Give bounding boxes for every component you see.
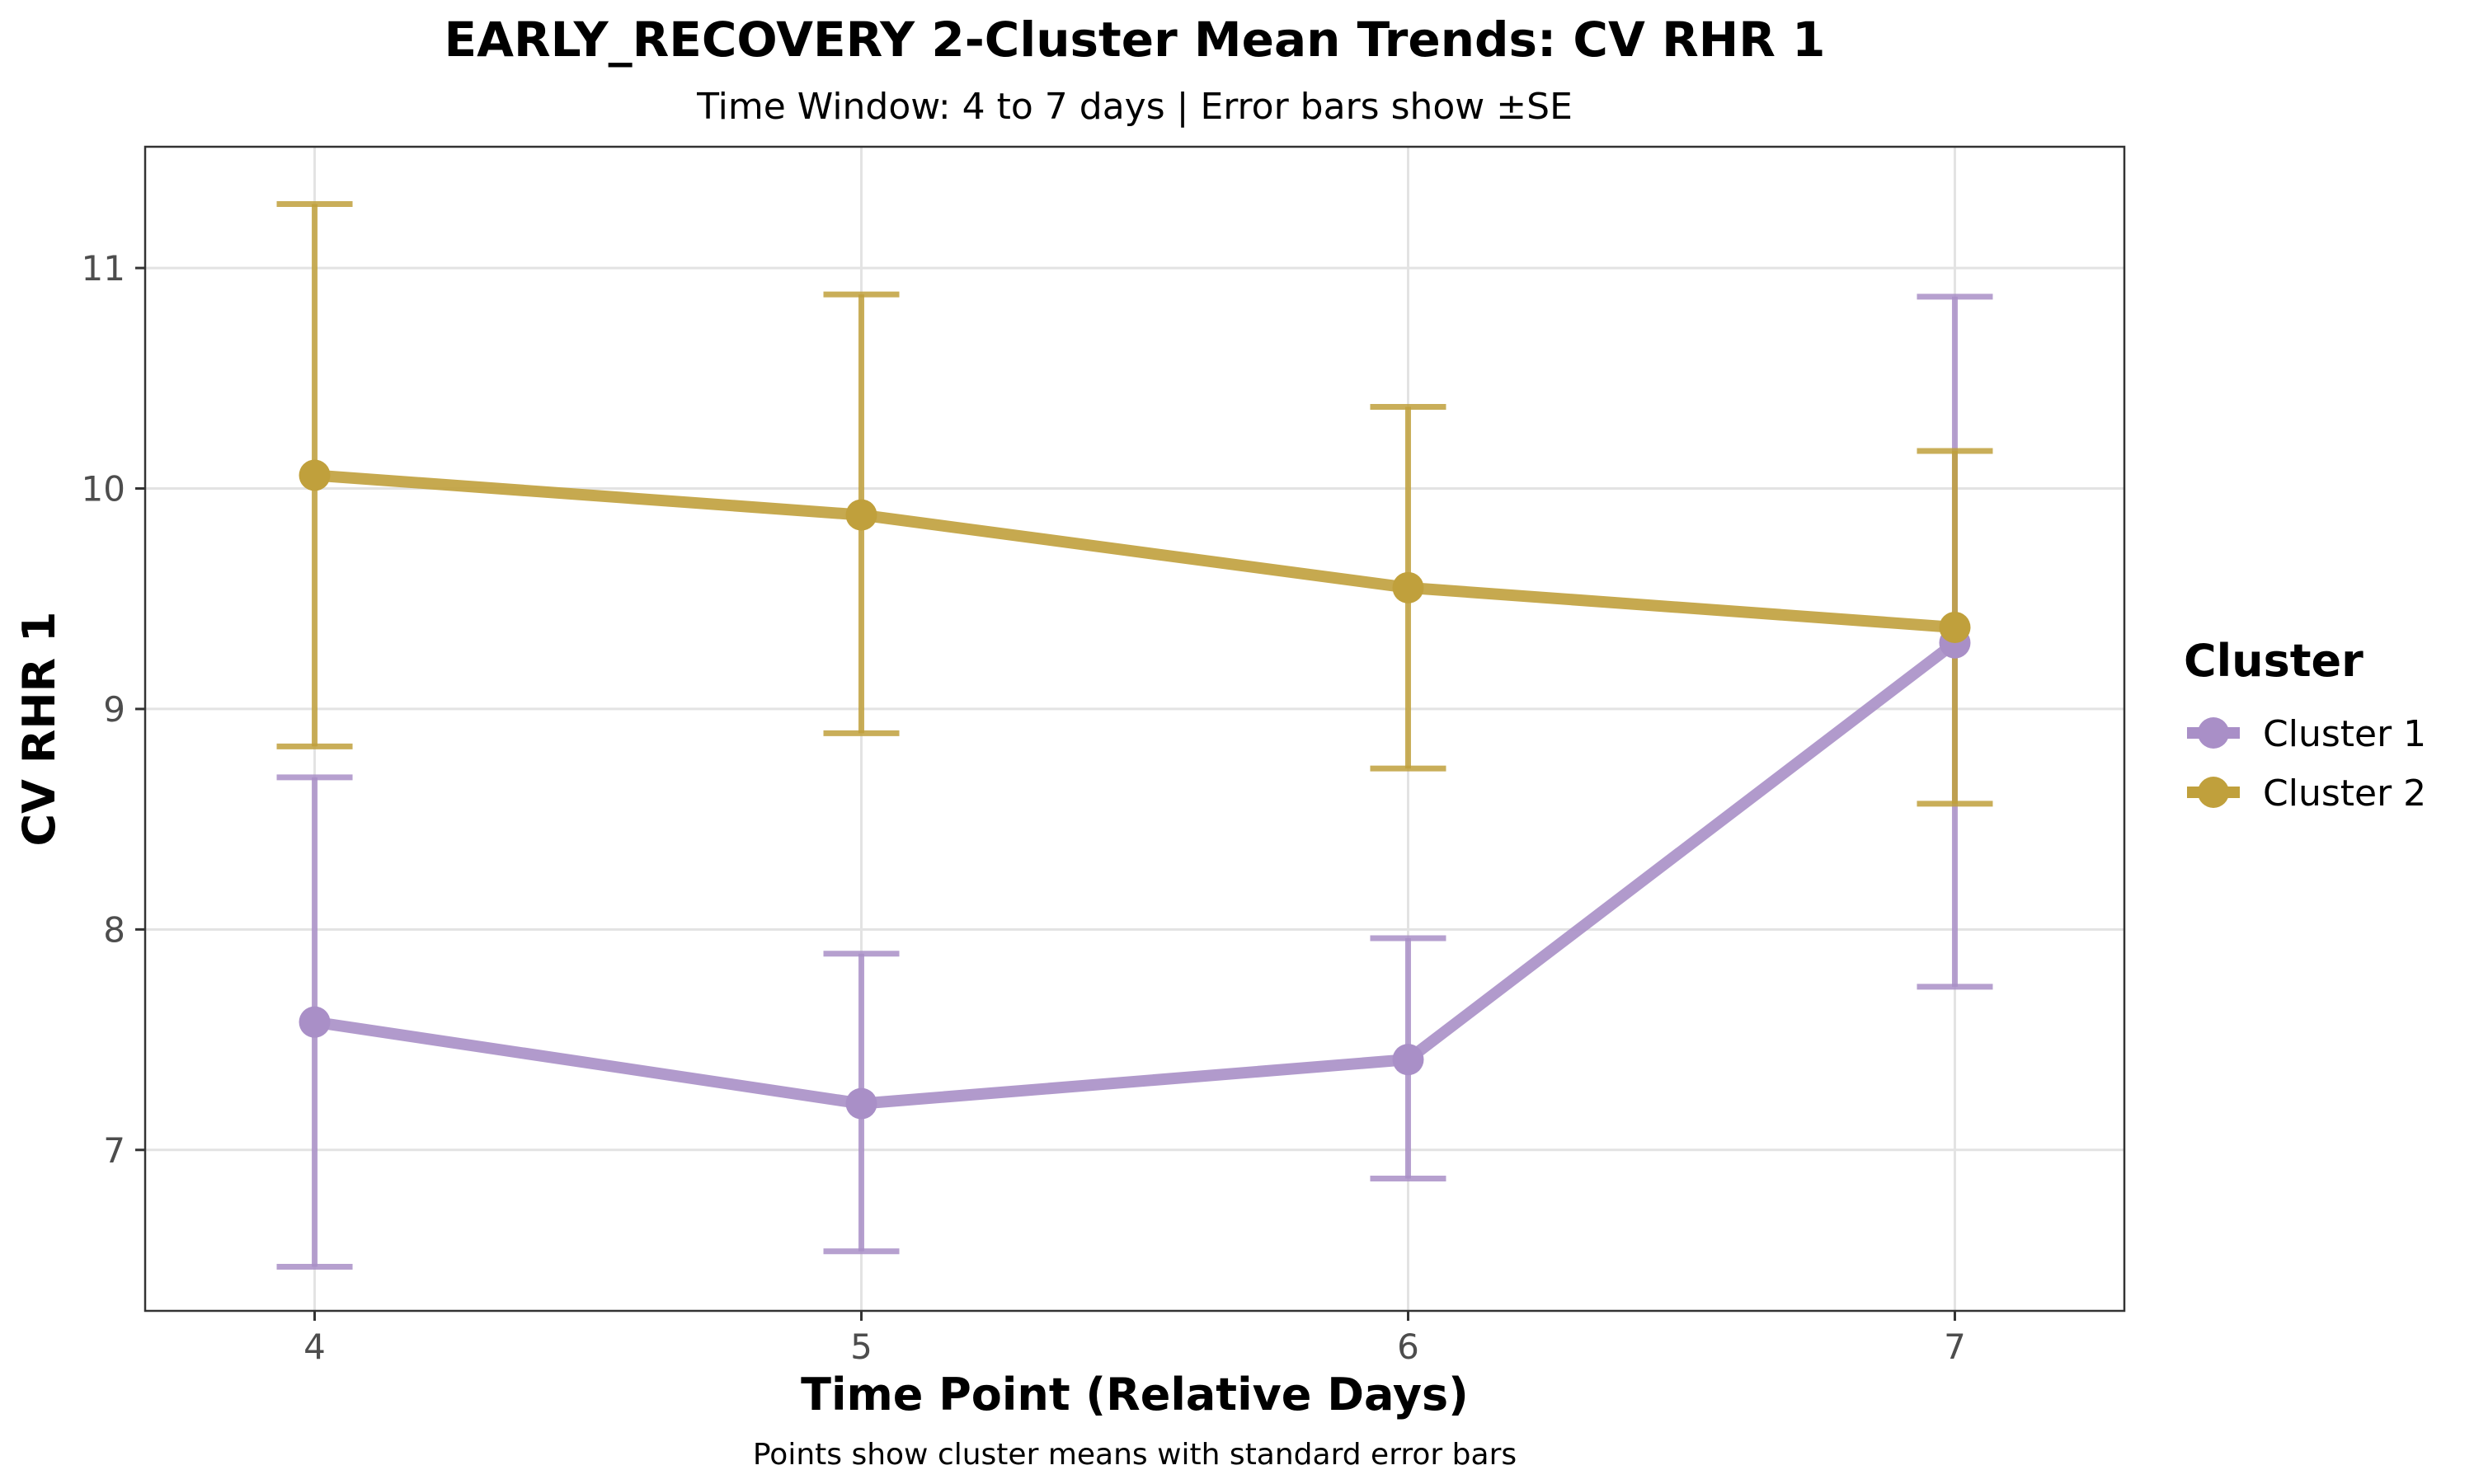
series-line: [308, 636, 1961, 1110]
legend: Cluster Cluster 1 Cluster 2: [2184, 635, 2426, 815]
legend-title: Cluster: [2184, 635, 2363, 687]
x-tick-label: 6: [1397, 1327, 1419, 1367]
y-tick-label: 8: [103, 909, 125, 950]
series-line: [308, 469, 1961, 633]
x-axis-title: Time Point (Relative Days): [801, 1369, 1469, 1421]
series-lines: [308, 469, 1961, 1110]
x-tick-label: 7: [1944, 1327, 1966, 1367]
y-axis-ticks: 7 8 9 10 11: [82, 248, 145, 1171]
error-bars: [276, 201, 1993, 1270]
y-tick-label: 10: [82, 469, 125, 510]
y-tick-label: 9: [103, 689, 125, 730]
legend-label: Cluster 1: [2263, 713, 2426, 755]
chart-caption: Points show cluster means with standard …: [753, 1438, 1517, 1472]
data-point: [845, 499, 877, 531]
data-point: [1392, 571, 1424, 603]
data-point: [845, 1087, 877, 1120]
y-tick-label: 7: [103, 1130, 125, 1171]
legend-label: Cluster 2: [2263, 773, 2426, 815]
legend-items: Cluster 1 Cluster 2: [2187, 713, 2426, 815]
y-axis-title: CV RHR 1: [13, 612, 65, 847]
data-point: [299, 459, 331, 491]
chart-title: EARLY_RECOVERY 2-Cluster Mean Trends: CV…: [444, 12, 1825, 68]
x-axis-ticks: 4 5 6 7: [303, 1311, 1966, 1367]
y-tick-label: 11: [82, 248, 125, 289]
x-tick-label: 4: [303, 1327, 326, 1367]
gridlines: [145, 147, 2124, 1311]
legend-key-point: [2198, 717, 2229, 749]
x-tick-label: 5: [850, 1327, 872, 1367]
data-point: [1392, 1044, 1424, 1076]
series-points: [299, 459, 1971, 1120]
legend-key-point: [2198, 777, 2229, 808]
data-point: [1939, 611, 1971, 643]
chart-subtitle: Time Window: 4 to 7 days | Error bars sh…: [696, 86, 1573, 128]
data-point: [299, 1006, 331, 1038]
plot-panel-border: [143, 145, 2126, 1313]
